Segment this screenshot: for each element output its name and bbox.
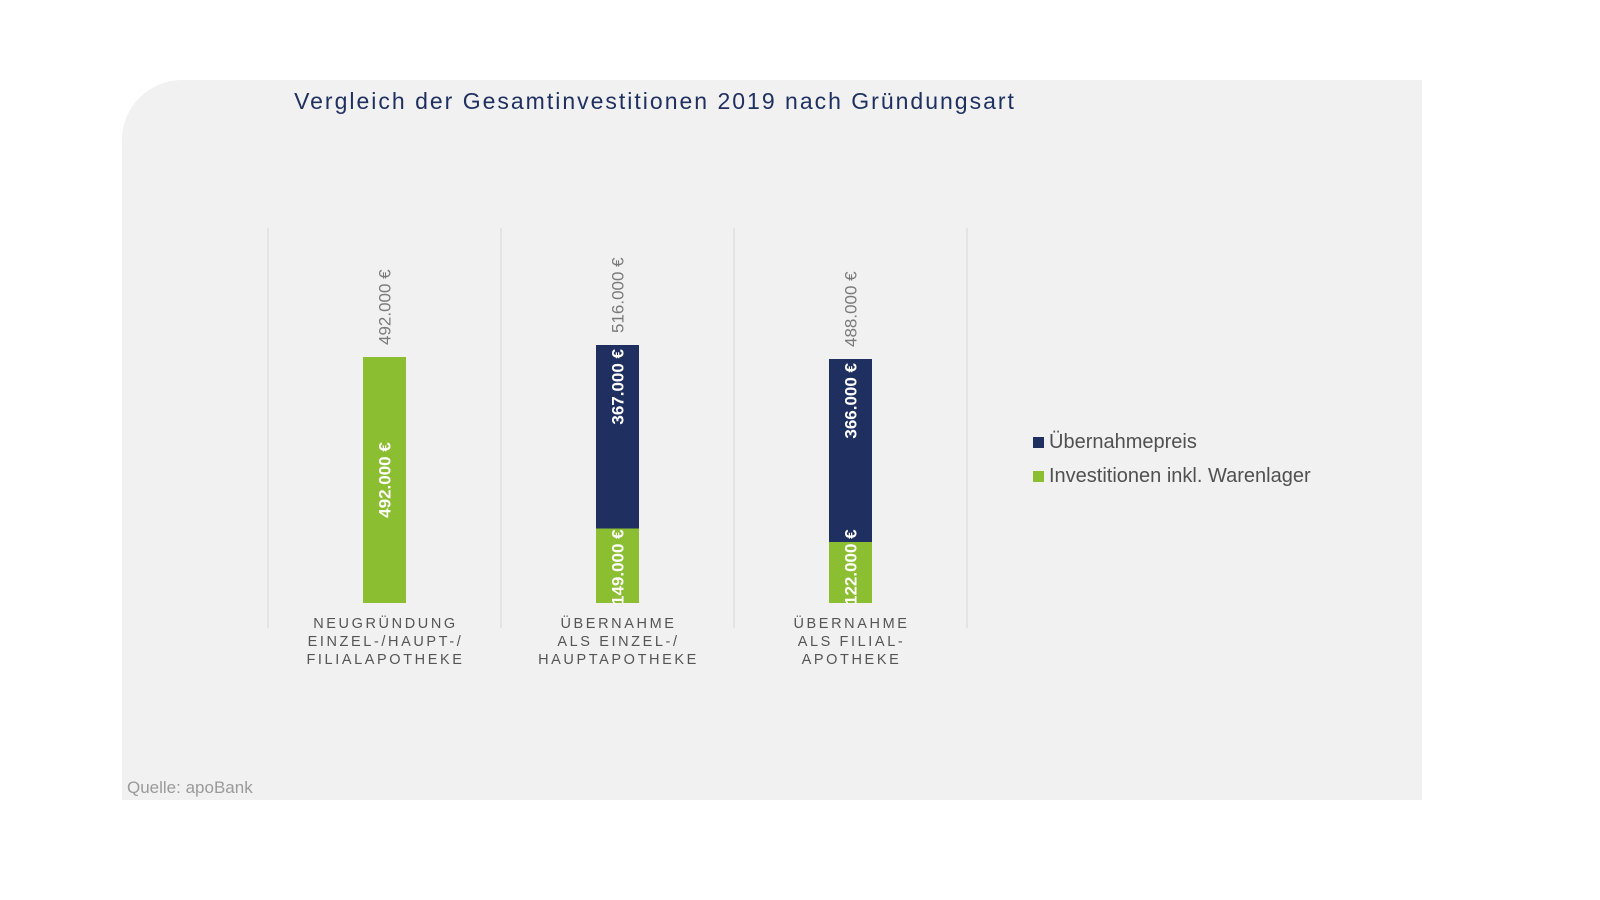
legend-swatch-uebernahmepreis bbox=[1033, 436, 1044, 448]
total-value-label: 492.000 € bbox=[376, 269, 395, 345]
legend-label: Investitionen inkl. Warenlager bbox=[1049, 464, 1311, 487]
category-label: NEUGRÜNDUNG bbox=[313, 614, 458, 632]
category-label: FILIALAPOTHEKE bbox=[306, 652, 464, 668]
segment-value-label: 492.000 € bbox=[376, 442, 395, 518]
bar-segment-investitionen bbox=[363, 357, 406, 603]
segment-value-label: 367.000 € bbox=[609, 348, 628, 424]
category-label: EINZEL-/HAUPT-/ bbox=[308, 634, 464, 650]
source-note: Quelle: apoBank bbox=[127, 778, 253, 797]
legend-item-uebernahmepreis: Übernahmepreis bbox=[1033, 425, 1311, 459]
chart-panel bbox=[122, 80, 1422, 800]
category-label: ALS FILIAL- bbox=[798, 634, 906, 650]
bar-segment-uebernahmepreis bbox=[829, 359, 872, 542]
category-label: APOTHEKE bbox=[802, 652, 902, 668]
legend: Übernahmepreis Investitionen inkl. Waren… bbox=[1033, 425, 1311, 493]
legend-swatch-investitionen bbox=[1033, 470, 1044, 482]
total-value-label: 488.000 € bbox=[842, 271, 861, 347]
segment-value-label: 366.000 € bbox=[842, 362, 861, 438]
category-label: ÜBERNAHME bbox=[793, 614, 909, 632]
segment-value-label: 149.000 € bbox=[609, 529, 628, 605]
bar-segment-investitionen bbox=[829, 542, 872, 603]
segment-value-label: 122.000 € bbox=[842, 529, 861, 605]
category-label: ÜBERNAHME bbox=[560, 614, 676, 632]
category-label: HAUPTAPOTHEKE bbox=[538, 652, 699, 668]
legend-item-investitionen: Investitionen inkl. Warenlager bbox=[1033, 459, 1311, 493]
category-label: ALS EINZEL-/ bbox=[557, 634, 679, 650]
total-value-label: 516.000 € bbox=[609, 257, 628, 333]
chart-title: Vergleich der Gesamtinvestitionen 2019 n… bbox=[294, 88, 1016, 114]
bar-segment-uebernahmepreis bbox=[596, 345, 639, 529]
bar-segment-investitionen bbox=[596, 528, 639, 603]
legend-label: Übernahmepreis bbox=[1049, 430, 1197, 453]
